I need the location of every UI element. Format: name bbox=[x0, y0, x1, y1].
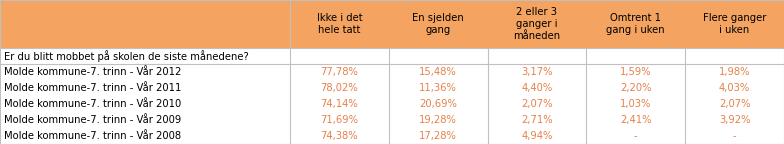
Bar bbox=[0, 80, 784, 96]
Text: Omtrent 1
gang i uken: Omtrent 1 gang i uken bbox=[607, 13, 665, 35]
Text: Flere ganger
i uken: Flere ganger i uken bbox=[703, 13, 766, 35]
Text: 15,48%: 15,48% bbox=[419, 67, 457, 77]
Text: En sjelden
gang: En sjelden gang bbox=[412, 13, 464, 35]
Text: 17,28%: 17,28% bbox=[419, 131, 457, 141]
Text: 71,69%: 71,69% bbox=[321, 115, 358, 125]
Text: 2 eller 3
ganger i
måneden: 2 eller 3 ganger i måneden bbox=[514, 7, 561, 41]
Text: 78,02%: 78,02% bbox=[321, 83, 358, 93]
Text: Molde kommune-7. trinn - Vår 2011: Molde kommune-7. trinn - Vår 2011 bbox=[4, 83, 181, 93]
Bar bbox=[0, 48, 784, 64]
Text: 2,41%: 2,41% bbox=[620, 115, 652, 125]
Text: 20,69%: 20,69% bbox=[419, 99, 457, 109]
Text: 1,98%: 1,98% bbox=[719, 67, 750, 77]
Text: 19,28%: 19,28% bbox=[419, 115, 457, 125]
Text: 1,59%: 1,59% bbox=[620, 67, 652, 77]
Bar bbox=[0, 0, 784, 48]
Text: Er du blitt mobbet på skolen de siste månedene?: Er du blitt mobbet på skolen de siste må… bbox=[4, 50, 249, 62]
Text: Molde kommune-7. trinn - Vår 2012: Molde kommune-7. trinn - Vår 2012 bbox=[4, 67, 181, 77]
Text: 2,07%: 2,07% bbox=[521, 99, 553, 109]
Bar bbox=[0, 128, 784, 144]
Text: 74,14%: 74,14% bbox=[321, 99, 358, 109]
Text: 74,38%: 74,38% bbox=[321, 131, 358, 141]
Text: 2,71%: 2,71% bbox=[521, 115, 553, 125]
Text: 3,92%: 3,92% bbox=[719, 115, 750, 125]
Text: 4,03%: 4,03% bbox=[719, 83, 750, 93]
Text: 3,17%: 3,17% bbox=[521, 67, 553, 77]
Text: Molde kommune-7. trinn - Vår 2010: Molde kommune-7. trinn - Vår 2010 bbox=[4, 99, 181, 109]
Text: 77,78%: 77,78% bbox=[321, 67, 358, 77]
Text: 1,03%: 1,03% bbox=[620, 99, 652, 109]
Bar bbox=[0, 96, 784, 112]
Text: 2,20%: 2,20% bbox=[620, 83, 652, 93]
Text: 4,94%: 4,94% bbox=[521, 131, 553, 141]
Text: Ikke i det
hele tatt: Ikke i det hele tatt bbox=[317, 13, 362, 35]
Bar bbox=[0, 64, 784, 80]
Text: 11,36%: 11,36% bbox=[419, 83, 457, 93]
Text: 2,07%: 2,07% bbox=[719, 99, 750, 109]
Text: -: - bbox=[733, 131, 736, 141]
Text: Molde kommune-7. trinn - Vår 2009: Molde kommune-7. trinn - Vår 2009 bbox=[4, 115, 181, 125]
Text: Molde kommune-7. trinn - Vår 2008: Molde kommune-7. trinn - Vår 2008 bbox=[4, 131, 181, 141]
Bar bbox=[0, 112, 784, 128]
Text: -: - bbox=[634, 131, 637, 141]
Text: 4,40%: 4,40% bbox=[521, 83, 553, 93]
